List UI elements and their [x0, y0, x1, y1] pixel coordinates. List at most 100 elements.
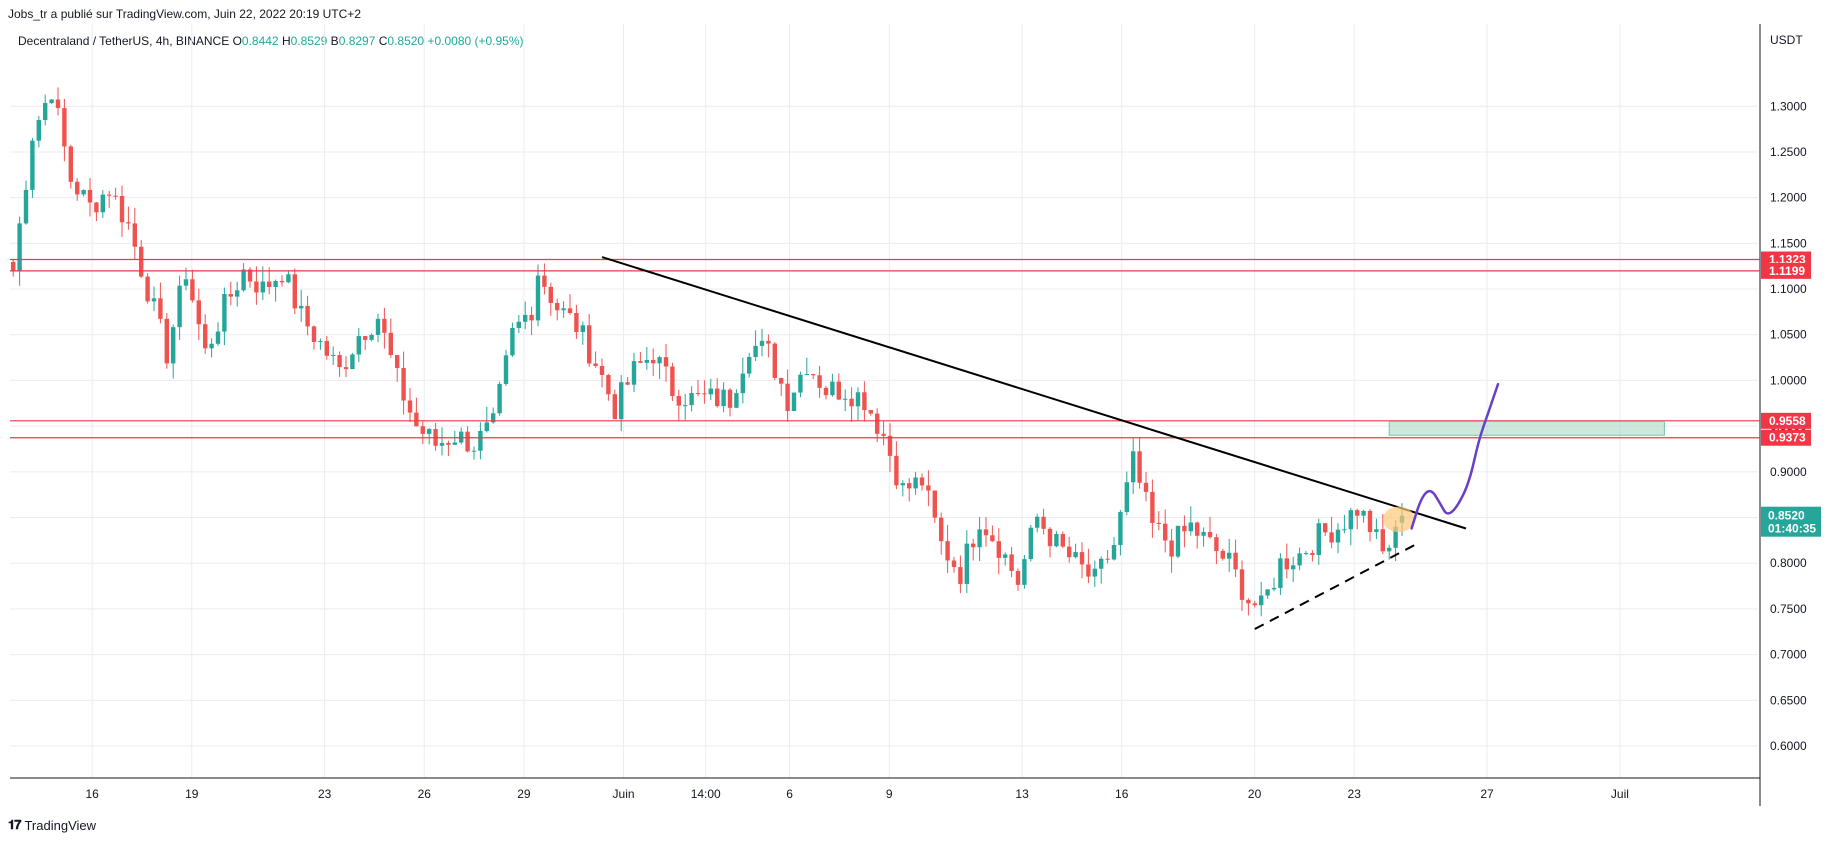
candle-up [1054, 534, 1059, 547]
candle-up [1028, 527, 1033, 560]
candle-down [990, 535, 995, 542]
candle-down [958, 567, 963, 584]
candle-up [964, 543, 969, 584]
candle-down [11, 261, 16, 272]
candle-down [945, 541, 950, 561]
candle-down [1015, 570, 1021, 585]
candle-down [139, 246, 144, 277]
candle-up [183, 279, 189, 286]
candle-down [868, 410, 873, 414]
candle-up [503, 355, 509, 384]
x-tick-label: 23 [1348, 787, 1362, 801]
candle-down [401, 367, 406, 401]
candle-down [817, 375, 822, 388]
currency-label: USDT [1770, 33, 1803, 47]
open-label: O [232, 34, 242, 48]
candle-down [126, 222, 131, 224]
projected-path [1410, 382, 1500, 530]
candle-up [740, 373, 745, 394]
candle-down [1105, 558, 1110, 560]
candle-up [759, 340, 765, 346]
x-tick-label: 20 [1248, 787, 1262, 801]
candle-up [1118, 511, 1123, 546]
candle-down [727, 389, 733, 408]
candle-down [881, 433, 886, 436]
candle-down [542, 275, 547, 287]
support-trendline [1254, 544, 1416, 630]
candle-down [190, 279, 195, 301]
candle-down [343, 367, 349, 370]
candle-up [100, 194, 105, 213]
candle-down [1233, 552, 1238, 570]
candle-down [1182, 525, 1187, 532]
candle-down [1252, 603, 1257, 606]
symbol-name[interactable]: Decentraland / TetherUS, 4h, BINANCE [18, 34, 230, 48]
candle-up [1124, 482, 1129, 512]
y-tick-label: 1.1500 [1770, 236, 1807, 250]
candle-down [836, 381, 841, 400]
candle-down [932, 490, 937, 518]
candle-up [484, 422, 489, 432]
candle-down [62, 108, 67, 147]
candle-down [983, 529, 989, 536]
price-level-tag [1761, 429, 1811, 446]
candle-down [1380, 529, 1385, 552]
candle-down [203, 324, 208, 349]
x-tick-label: 16 [1115, 787, 1129, 801]
candle-up [1188, 522, 1193, 532]
candle-up [235, 290, 240, 297]
candle-up [222, 294, 227, 332]
candle-down [1169, 540, 1174, 557]
candle-up [798, 374, 803, 393]
candle-up [913, 477, 918, 489]
candle-down [1367, 510, 1373, 533]
candle-up [561, 308, 566, 311]
price-level-tag-label: 0.9558 [1769, 414, 1806, 428]
footer-brand: 𝟏𝟕 TradingView [8, 817, 96, 833]
candle-down [1284, 558, 1289, 570]
candle-up [804, 374, 809, 376]
candle-up [747, 357, 752, 374]
publisher-line: Jobs_tr a publié sur TradingView.com, Ju… [8, 7, 361, 21]
x-tick-label: Juil [1611, 787, 1629, 801]
candle-up [497, 383, 502, 414]
candle-up [1092, 568, 1097, 577]
candle-up [516, 321, 521, 328]
candle-up [331, 355, 336, 357]
candle-up [1387, 547, 1392, 552]
candle-down [939, 517, 944, 542]
candle-up [299, 305, 304, 309]
footer-brand-label: TradingView [24, 817, 97, 833]
candle-down [996, 541, 1001, 558]
y-tick-label: 0.7000 [1770, 648, 1807, 662]
candle-up [830, 381, 835, 396]
low-label: B [330, 34, 339, 48]
candle-down [55, 99, 61, 109]
candle-up [657, 357, 662, 364]
candle-up [215, 331, 221, 344]
candle-down [715, 388, 720, 407]
candle-down [87, 189, 93, 203]
candle-down [823, 387, 829, 396]
candle-down [68, 146, 73, 182]
candle-up [23, 189, 29, 224]
candle-down [887, 435, 893, 456]
candle-up [631, 361, 637, 385]
candle-up [1131, 451, 1136, 483]
candle-down [1220, 550, 1225, 559]
candle-up [977, 529, 982, 548]
symbol-legend: Decentraland / TetherUS, 4h, BINANCE O0.… [18, 34, 524, 48]
candle-up [721, 389, 726, 407]
candle-down [254, 281, 259, 293]
candle-up [1271, 587, 1277, 590]
highlight-circle [1382, 506, 1415, 533]
candle-up [1175, 525, 1181, 557]
candle-up [43, 103, 48, 120]
candle-down [625, 382, 630, 385]
candle-down [894, 455, 899, 486]
candle-up [1099, 558, 1104, 569]
candle-up [209, 343, 214, 349]
candle-up [1111, 545, 1117, 560]
x-tick-label: 16 [85, 787, 99, 801]
